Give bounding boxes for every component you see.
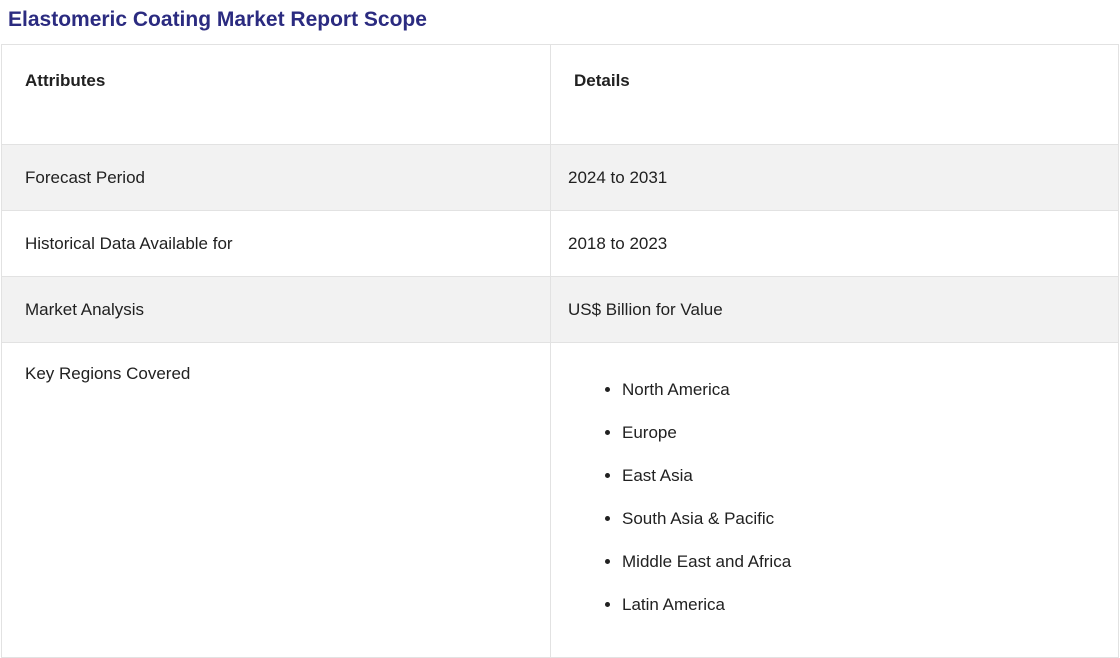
table-header-row: Attributes Details (1, 44, 1119, 145)
attribute-cell: Market Analysis (1, 276, 551, 343)
detail-cell: 2018 to 2023 (550, 210, 1119, 277)
region-list-item: Middle East and Africa (622, 550, 1102, 573)
detail-cell: North America Europe East Asia South Asi… (550, 342, 1119, 658)
table-row-key-regions: Key Regions Covered North America Europe… (1, 342, 1119, 658)
table-row-forecast-period: Forecast Period 2024 to 2031 (1, 144, 1119, 211)
scope-table: Attributes Details Forecast Period 2024 … (1, 44, 1119, 658)
table-row-historical-data: Historical Data Available for 2018 to 20… (1, 210, 1119, 277)
region-list: North America Europe East Asia South Asi… (568, 378, 1102, 616)
region-list-item: South Asia & Pacific (622, 507, 1102, 530)
header-attributes: Attributes (1, 44, 551, 145)
region-list-item: East Asia (622, 464, 1102, 487)
detail-cell: US$ Billion for Value (550, 276, 1119, 343)
region-list-item: North America (622, 378, 1102, 401)
region-list-item: Europe (622, 421, 1102, 444)
page-title: Elastomeric Coating Market Report Scope (8, 8, 427, 31)
attribute-cell: Key Regions Covered (1, 342, 551, 658)
attribute-cell: Historical Data Available for (1, 210, 551, 277)
detail-cell: 2024 to 2031 (550, 144, 1119, 211)
attribute-cell: Forecast Period (1, 144, 551, 211)
header-details: Details (550, 44, 1119, 145)
table-row-market-analysis: Market Analysis US$ Billion for Value (1, 276, 1119, 343)
region-list-item: Latin America (622, 593, 1102, 616)
